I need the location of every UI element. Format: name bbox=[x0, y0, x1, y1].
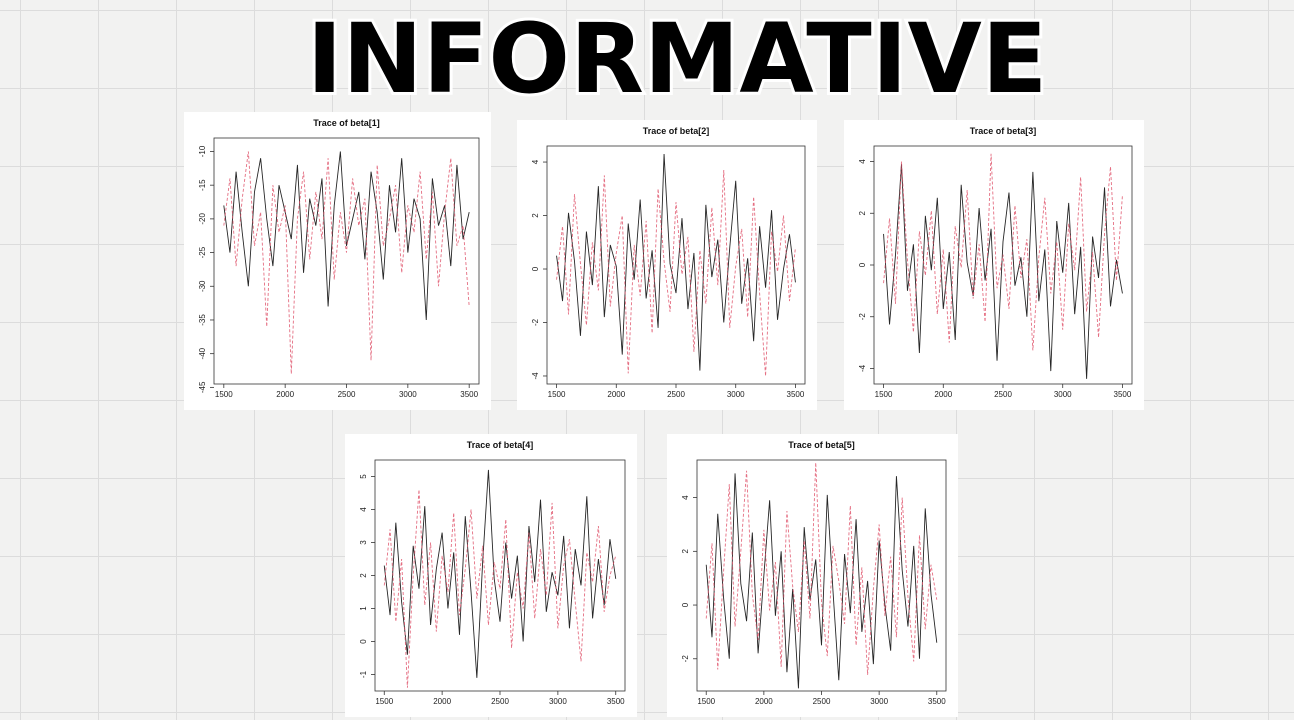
trace-panel: Trace of beta[4] 1500 2000 2500 3000 3500 -1 0 1… bbox=[345, 434, 637, 717]
trace-panel: Trace of beta[5] 1500 2000 2500 3000 3500 -2 0 2… bbox=[667, 434, 958, 717]
panel-background bbox=[844, 120, 1144, 410]
trace-line bbox=[705, 473, 938, 689]
x-tick-label: 2500 bbox=[667, 390, 685, 399]
panel-background bbox=[184, 112, 491, 410]
y-tick-label: 2 bbox=[359, 573, 368, 578]
y-tick-label: 4 bbox=[681, 495, 690, 500]
x-tick-label: 3500 bbox=[1114, 390, 1132, 399]
x-tick-label: 1500 bbox=[548, 390, 566, 399]
x-tick-label: 2000 bbox=[607, 390, 625, 399]
trace-panel: Trace of beta[1] 1500 2000 2500 3000 3500 -45 -… bbox=[184, 112, 491, 410]
y-tick-label: 4 bbox=[531, 159, 540, 164]
trace-line bbox=[383, 469, 617, 678]
chart-title: Trace of beta[3] bbox=[970, 126, 1037, 136]
y-tick-label: -4 bbox=[531, 372, 540, 380]
heading-title: INFORMATIVE bbox=[307, 3, 1048, 112]
y-tick-label: 2 bbox=[681, 549, 690, 554]
y-tick-label: 2 bbox=[531, 213, 540, 218]
trace-line bbox=[883, 153, 1123, 351]
y-tick-label: 2 bbox=[858, 210, 867, 215]
x-tick-label: 3500 bbox=[460, 390, 478, 399]
y-tick-label: -15 bbox=[198, 179, 207, 191]
trace-line bbox=[383, 489, 617, 688]
y-tick-label: -2 bbox=[681, 655, 690, 663]
y-tick-label: -20 bbox=[198, 213, 207, 225]
y-tick-label: -2 bbox=[858, 313, 867, 321]
y-tick-label: -1 bbox=[359, 670, 368, 678]
x-tick-label: 3000 bbox=[549, 697, 567, 706]
y-tick-label: -2 bbox=[531, 318, 540, 326]
trace-line bbox=[223, 151, 470, 320]
x-tick-label: 1500 bbox=[215, 390, 233, 399]
panel-background bbox=[667, 434, 958, 717]
x-tick-label: 2500 bbox=[491, 697, 509, 706]
y-tick-label: -30 bbox=[198, 280, 207, 292]
panel-background bbox=[517, 120, 817, 410]
chart-title: Trace of beta[1] bbox=[313, 118, 380, 128]
x-tick-label: 1500 bbox=[697, 697, 715, 706]
y-tick-label: -4 bbox=[858, 364, 867, 372]
x-tick-label: 2500 bbox=[338, 390, 356, 399]
y-tick-label: 0 bbox=[531, 266, 540, 271]
y-tick-label: -10 bbox=[198, 145, 207, 157]
y-tick-label: -45 bbox=[198, 381, 207, 393]
y-tick-label: -40 bbox=[198, 347, 207, 359]
chart-title: Trace of beta[5] bbox=[788, 440, 855, 450]
trace-panel: Trace of beta[3] 1500 2000 2500 3000 3500 -4 -2… bbox=[844, 120, 1144, 410]
x-tick-label: 3500 bbox=[787, 390, 805, 399]
y-tick-label: 5 bbox=[359, 474, 368, 479]
x-tick-label: 2500 bbox=[994, 390, 1012, 399]
x-tick-label: 1500 bbox=[375, 697, 393, 706]
y-tick-label: -35 bbox=[198, 314, 207, 326]
x-tick-label: 2000 bbox=[433, 697, 451, 706]
y-tick-label: 4 bbox=[359, 507, 368, 512]
y-tick-label: 3 bbox=[359, 540, 368, 545]
y-tick-label: 0 bbox=[858, 262, 867, 267]
trace-panel: Trace of beta[2] 1500 2000 2500 3000 3500 -4 -2… bbox=[517, 120, 817, 410]
x-tick-label: 3500 bbox=[928, 697, 946, 706]
x-tick-label: 3000 bbox=[870, 697, 888, 706]
x-tick-label: 2500 bbox=[813, 697, 831, 706]
x-tick-label: 1500 bbox=[875, 390, 893, 399]
heading: INFORMATIVE bbox=[304, 0, 1051, 112]
x-tick-label: 3000 bbox=[727, 390, 745, 399]
x-tick-label: 2000 bbox=[755, 697, 773, 706]
x-tick-label: 2000 bbox=[934, 390, 952, 399]
x-tick-label: 2000 bbox=[276, 390, 294, 399]
panel-background bbox=[345, 434, 637, 717]
y-tick-label: 0 bbox=[681, 602, 690, 607]
trace-line bbox=[556, 170, 796, 377]
x-tick-label: 3500 bbox=[607, 697, 625, 706]
y-tick-label: 0 bbox=[359, 639, 368, 644]
chart-title: Trace of beta[4] bbox=[467, 440, 534, 450]
chart-title: Trace of beta[2] bbox=[643, 126, 710, 136]
y-tick-label: 4 bbox=[858, 159, 867, 164]
y-tick-label: 1 bbox=[359, 606, 368, 611]
y-tick-label: -25 bbox=[198, 246, 207, 258]
trace-line bbox=[556, 153, 796, 371]
x-tick-label: 3000 bbox=[1054, 390, 1072, 399]
x-tick-label: 3000 bbox=[399, 390, 417, 399]
trace-line bbox=[223, 151, 470, 374]
